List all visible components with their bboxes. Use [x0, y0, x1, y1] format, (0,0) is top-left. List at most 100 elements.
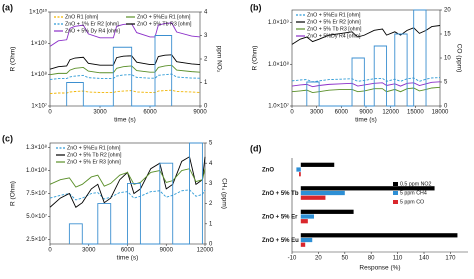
legend-swatch — [393, 200, 398, 204]
panel-label: (c) — [2, 133, 13, 143]
y2-tick-label: 2 — [209, 201, 213, 207]
x-tick-label: 9000 — [160, 248, 174, 254]
legend-label: ZnO + 5% Tb R3 [ohm] — [137, 21, 192, 27]
panel-label: (d) — [250, 143, 262, 153]
legend-label: 0.5 ppm NO2 — [400, 181, 432, 187]
y2-tick-label: 3 — [204, 33, 208, 39]
x-tick-label: 6000 — [121, 248, 135, 254]
x-tick-label: 170 — [445, 256, 456, 262]
resistance-line — [291, 25, 441, 45]
panel-label: (b) — [250, 2, 262, 12]
legend-label: ZnO + 5% Er R2 [ohm] — [307, 19, 361, 25]
legend-label: ZnO + 5% Tb R3 [ohm] — [307, 26, 362, 32]
x-tick-label: 50 — [341, 256, 348, 262]
x-tick-label: 80 — [368, 256, 375, 262]
y2-tick-label: 4 — [209, 161, 213, 167]
y-tick-label: 1.0×10⁸ — [268, 61, 290, 68]
y2-tick-label: 0 — [209, 242, 213, 248]
legend-label: ZnO + 5% Dy R4 [ohm] — [65, 28, 120, 34]
y2-tick-label: 1 — [204, 80, 208, 86]
y-tick-label: 1.0×10⁷ — [268, 103, 289, 110]
x-tick-label: 0 — [290, 110, 294, 116]
resistance-line — [49, 168, 206, 188]
bar — [300, 237, 313, 243]
y2-tick-label: 0 — [204, 104, 208, 110]
x-tick-label: -10 — [288, 256, 297, 262]
gas-pulse — [306, 9, 427, 107]
resistance-line — [49, 189, 206, 201]
legend-label: ZnO + 5%Eu R1 [ohm] — [137, 14, 191, 20]
y2-tick-label: 0 — [444, 104, 448, 110]
legend-label: 5 ppm CO — [400, 199, 424, 205]
legend-label: ZnO + 5%Eu R1 [ohm] — [67, 145, 121, 151]
legend-label: ZnO + 1% Er R2 [ohm] — [65, 21, 119, 27]
resistance-line — [49, 73, 201, 80]
legend-label: ZnO + 5% Tb R2 [ohm] — [67, 152, 122, 158]
y-tick-label: 1×10⁹ — [31, 40, 48, 47]
legend-label: ZnO + 5% Er R3 [ohm] — [67, 159, 121, 165]
bar — [300, 162, 335, 167]
y2-axis-title: CH₄ (ppm) — [220, 178, 227, 209]
legend-swatch — [393, 182, 398, 186]
y2-tick-label: 1 — [209, 221, 213, 227]
y-tick-label: 7.5×10⁷ — [26, 190, 47, 197]
y-tick-label: 1.0×10⁹ — [268, 19, 290, 26]
bar — [300, 214, 314, 219]
resistance-line — [49, 89, 201, 94]
y2-tick-label: 2 — [204, 57, 208, 63]
bar — [300, 242, 306, 247]
bar — [300, 190, 345, 196]
resistance-line — [49, 54, 201, 70]
x-tick-label: 12000 — [382, 110, 399, 116]
x-tick-label: 20 — [315, 256, 322, 262]
category-label: ZnO + 5% Eu — [262, 238, 299, 244]
resistance-line — [49, 156, 206, 208]
gas-pulse — [66, 35, 173, 107]
y-axis-title: R (Ohm) — [10, 47, 17, 72]
y-tick-label: 1.0×10⁸ — [26, 167, 48, 174]
y2-tick-label: 20 — [444, 8, 451, 14]
x-tick-label: 140 — [419, 256, 430, 262]
resistance-line — [291, 77, 441, 83]
x-tick-label: 6000 — [335, 110, 349, 116]
legend-label: ZnO R1 [ohm] — [65, 14, 99, 20]
bar — [296, 167, 301, 172]
y2-axis-title: CO (ppm) — [455, 44, 462, 73]
y2-tick-label: 15 — [444, 32, 451, 38]
panel-label: (a) — [2, 2, 13, 12]
category-label: ZnO + 5% Tb — [262, 191, 299, 197]
y2-tick-label: 10 — [444, 56, 451, 62]
resistance-line — [49, 22, 201, 47]
bar — [300, 195, 326, 200]
x-tick-label: 0 — [48, 248, 52, 254]
x-tick-label: 18000 — [432, 110, 449, 116]
y-axis-title: R (Ohm) — [10, 181, 17, 206]
legend-swatch — [393, 191, 398, 195]
y-tick-label: 1.3×10⁸ — [26, 144, 48, 151]
bar — [300, 209, 354, 214]
x-tick-label: 9000 — [193, 110, 207, 116]
bar — [300, 233, 458, 238]
y2-axis-title: ppm NO₂ — [215, 46, 222, 73]
y-tick-label: 1×10⁷ — [31, 103, 47, 110]
y-tick-label: 1×10⁸ — [31, 71, 48, 78]
resistance-line — [291, 86, 441, 94]
x-axis-title: time (s) — [355, 117, 377, 124]
x-tick-label: 3000 — [82, 248, 96, 254]
y-tick-label: 1×10¹⁰ — [29, 9, 48, 16]
x-tick-label: 3000 — [310, 110, 324, 116]
x-tick-label: 6000 — [143, 110, 157, 116]
x-tick-label: 110 — [393, 256, 403, 262]
x-tick-label: 0 — [48, 110, 52, 116]
y2-tick-label: 3 — [209, 181, 213, 187]
x-axis-title: time (s) — [117, 255, 139, 262]
x-axis-title: Response (%) — [359, 265, 400, 272]
x-tick-label: 15000 — [407, 110, 424, 116]
y-tick-label: 2.5×10⁷ — [26, 236, 47, 243]
y-tick-label: 5.0×10⁷ — [26, 213, 47, 220]
y2-tick-label: 5 — [209, 141, 213, 147]
y2-tick-label: 5 — [444, 80, 448, 86]
legend-label: ZnO + 5%Dy R4 [ohm] — [307, 33, 361, 39]
